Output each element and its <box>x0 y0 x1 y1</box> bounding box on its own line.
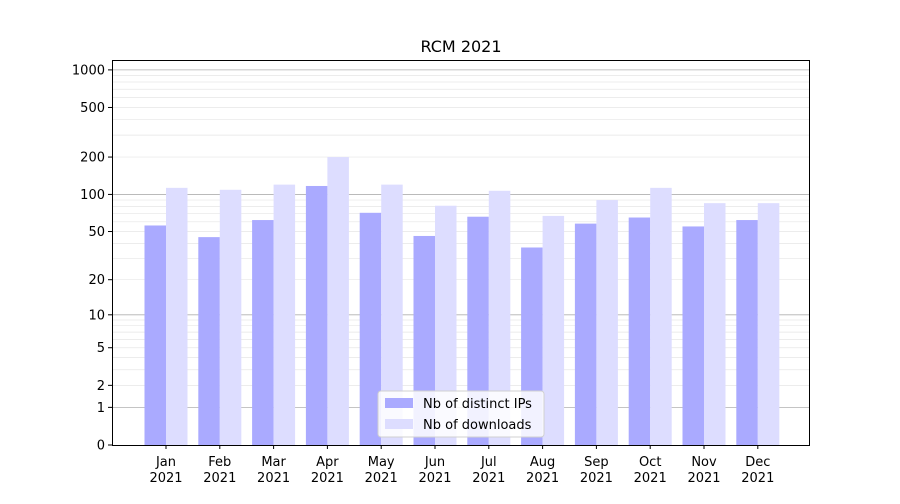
x-tick-label: Mar 2021 <box>257 455 290 486</box>
bar-nb-of-downloads <box>327 157 349 445</box>
bar-nb-of-downloads <box>757 203 780 445</box>
bar-nb-of-distinct-ips <box>682 226 704 445</box>
x-tick-label: Jul 2021 <box>472 455 505 486</box>
bar-nb-of-distinct-ips <box>198 237 220 445</box>
bar-nb-of-downloads <box>273 184 296 445</box>
x-tick-label: Nov 2021 <box>687 455 720 486</box>
bar-nb-of-distinct-ips <box>736 220 758 445</box>
x-tick-label: Dec 2021 <box>741 455 774 486</box>
bar-nb-of-downloads <box>542 215 565 445</box>
y-tick-label: 100 <box>80 188 105 203</box>
y-tick-label: 2 <box>97 379 105 394</box>
legend: Nb of distinct IPs Nb of downloads <box>377 390 545 438</box>
bar-nb-of-distinct-ips <box>305 185 328 445</box>
x-tick-label: Sep 2021 <box>580 455 613 486</box>
legend-label: Nb of distinct IPs <box>423 397 532 412</box>
legend-box <box>377 390 545 438</box>
bar-nb-of-downloads <box>596 200 618 445</box>
bar-nb-of-downloads <box>435 205 457 445</box>
bar-nb-of-distinct-ips <box>467 216 489 445</box>
bar-nb-of-downloads <box>650 187 672 445</box>
y-tick-label: 500 <box>80 101 105 116</box>
bar-nb-of-distinct-ips <box>574 223 597 445</box>
x-tick-label: Jun 2021 <box>418 455 451 486</box>
legend-swatch <box>385 398 413 408</box>
x-tick-label: Feb 2021 <box>203 455 236 486</box>
bar-nb-of-distinct-ips <box>359 212 382 445</box>
y-tick-label: 0 <box>97 439 105 454</box>
bar-nb-of-distinct-ips <box>628 217 651 445</box>
plot-frame <box>112 60 810 446</box>
x-tick-label: Jan 2021 <box>149 455 182 486</box>
bar-nb-of-distinct-ips <box>252 220 274 445</box>
y-tick-label: 1000 <box>72 63 105 78</box>
bar-nb-of-downloads <box>381 184 403 445</box>
x-tick-label: Apr 2021 <box>311 455 344 486</box>
bar-nb-of-downloads <box>488 190 511 445</box>
legend-swatch <box>385 419 413 429</box>
x-tick-label: May 2021 <box>365 455 398 486</box>
y-tick-label: 20 <box>88 273 105 288</box>
bar-nb-of-downloads <box>704 203 726 445</box>
legend-label: Nb of downloads <box>423 418 532 433</box>
bar-nb-of-downloads <box>166 187 188 445</box>
x-tick-label: Aug 2021 <box>526 455 559 486</box>
y-tick-label: 5 <box>97 341 105 356</box>
y-tick-label: 1 <box>97 401 105 416</box>
x-tick-label: Oct 2021 <box>634 455 667 486</box>
bar-nb-of-downloads <box>219 189 242 445</box>
y-axis: 0 1 2 5 10 20 50 100 200 500 1000 <box>72 63 112 454</box>
x-axis: Jan 2021 Feb 2021 Mar 2021 Apr 2021 May 2021 Jun 20… <box>149 445 774 486</box>
bar-nb-of-distinct-ips <box>144 225 166 445</box>
y-tick-label: 50 <box>88 225 105 240</box>
y-tick-label: 10 <box>88 308 105 323</box>
chart-title: RCM 2021 <box>420 37 501 56</box>
y-tick-label: 200 <box>80 151 105 166</box>
